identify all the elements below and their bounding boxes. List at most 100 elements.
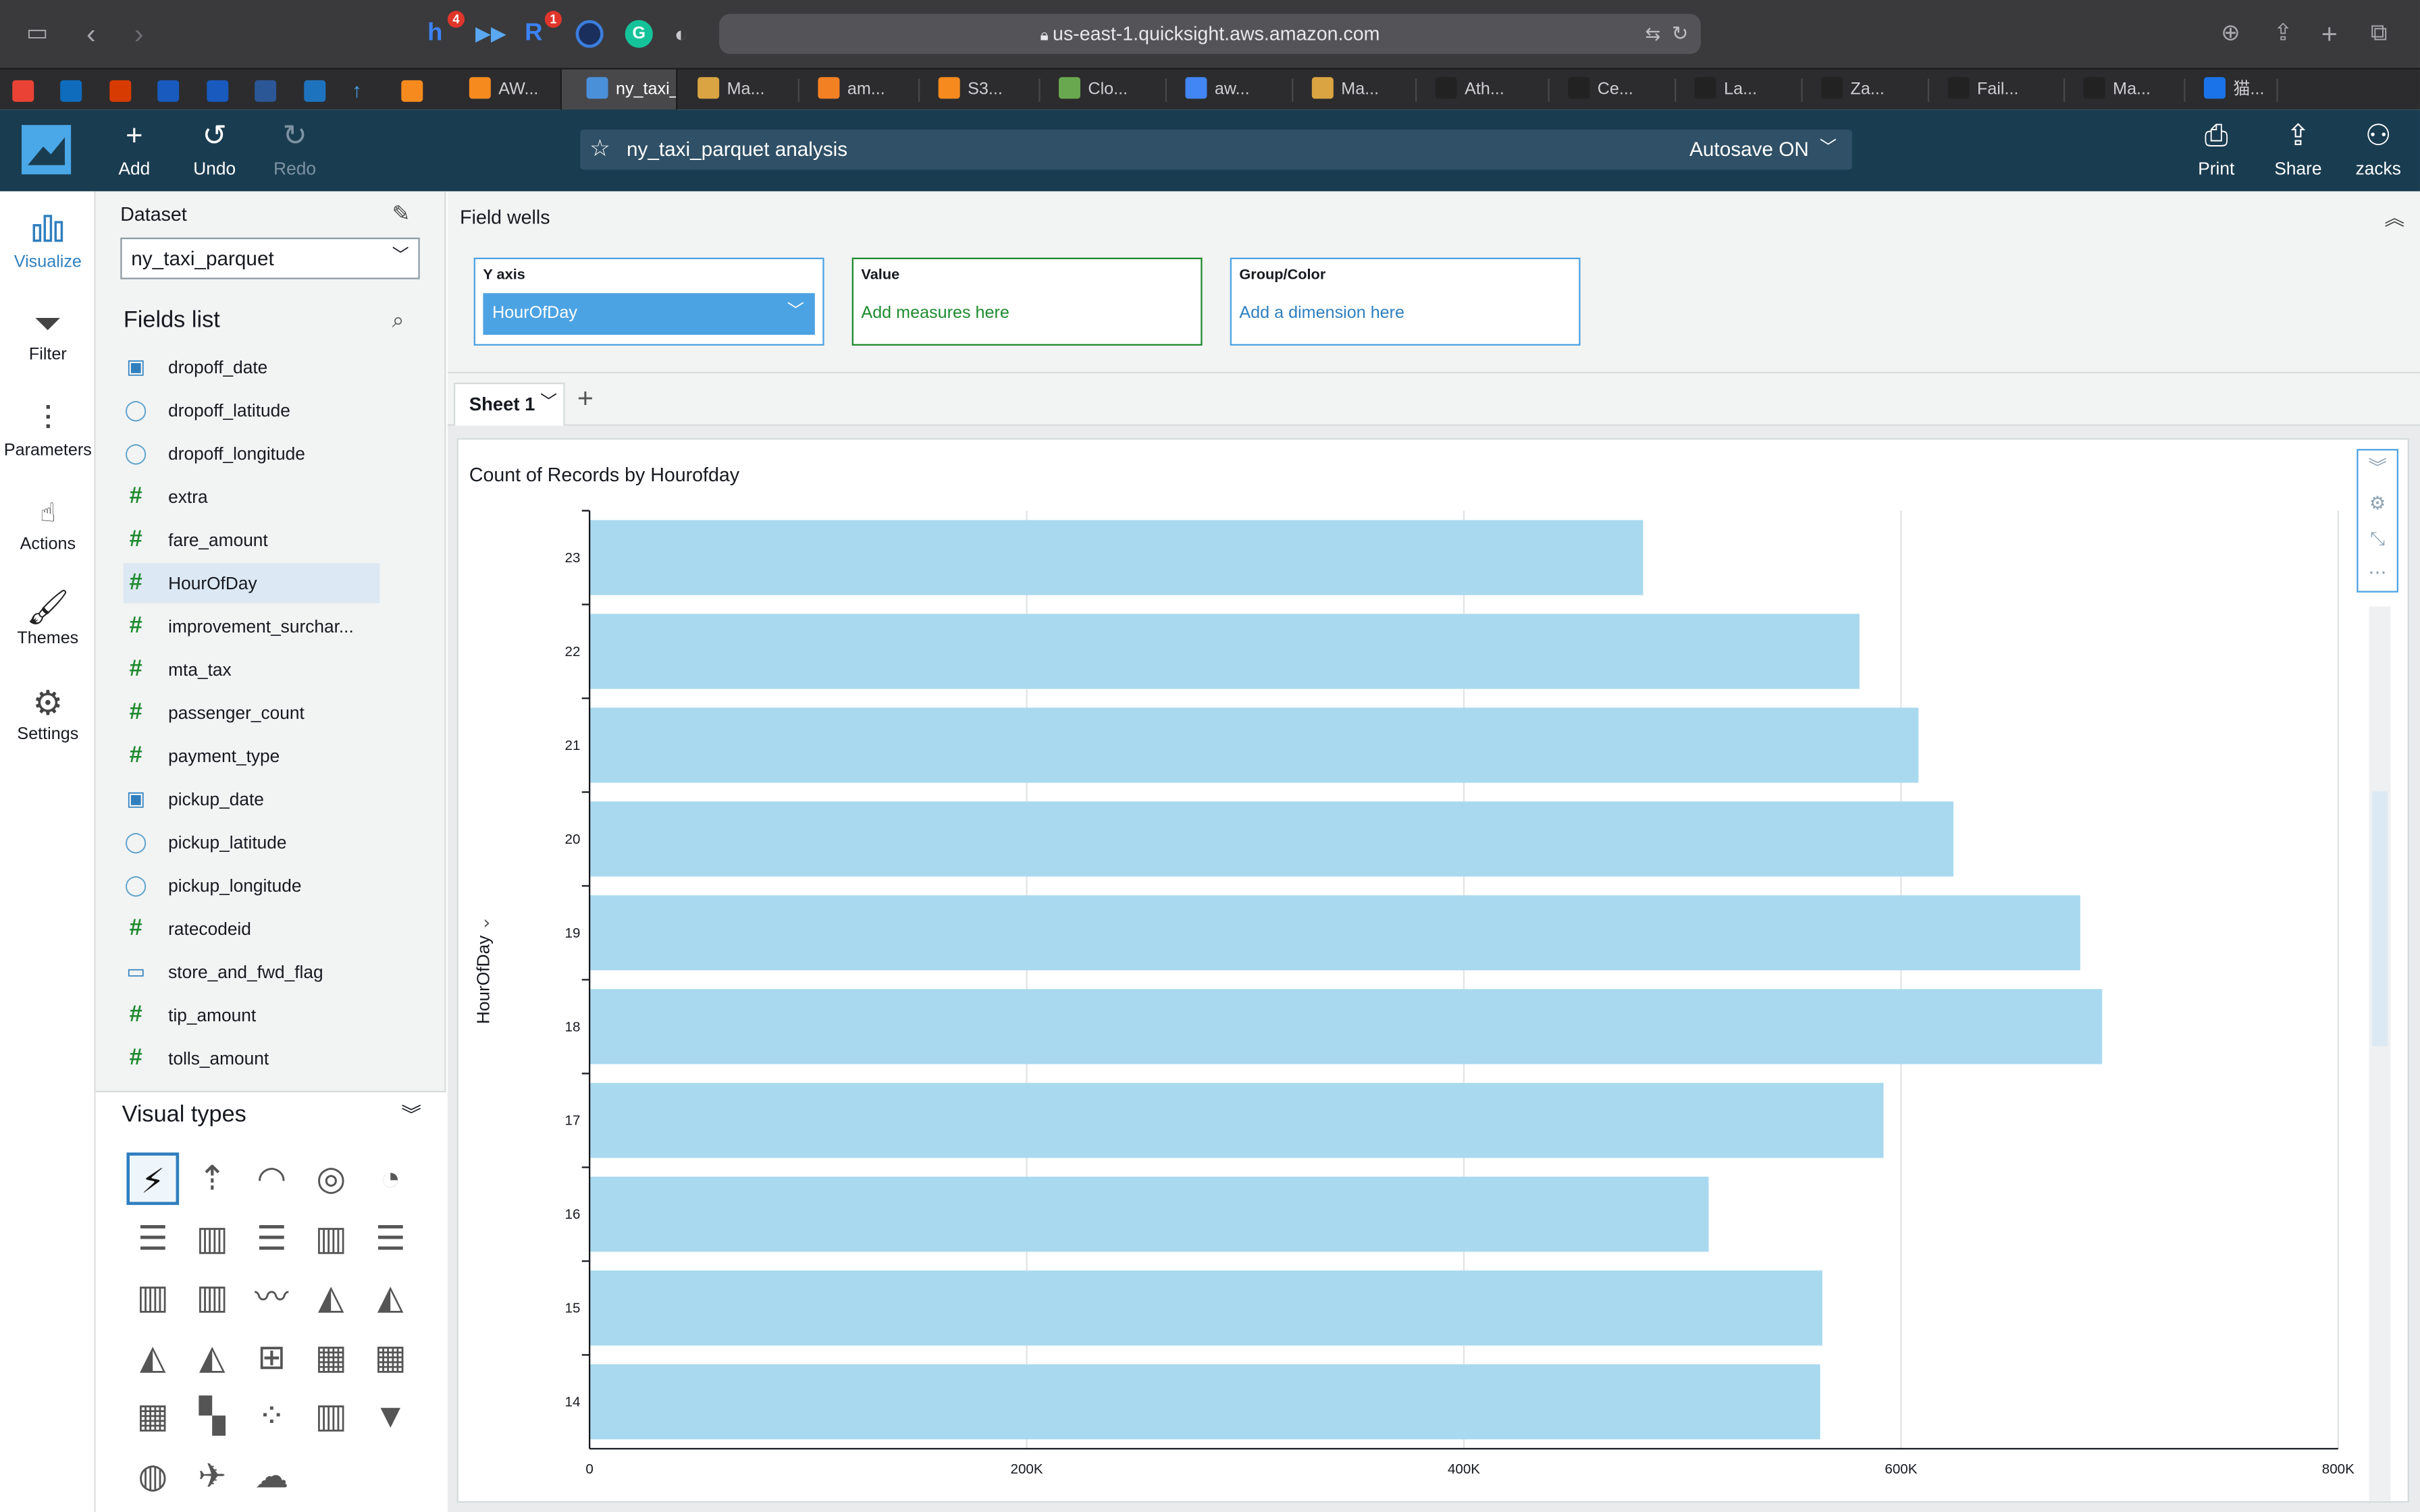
browser-tab[interactable]: AW...: [449, 70, 560, 111]
field-item[interactable]: # passenger_count: [124, 693, 379, 732]
globe-icon[interactable]: ◍: [138, 1455, 168, 1494]
field-item[interactable]: # tolls_amount: [124, 1038, 379, 1078]
field-item[interactable]: ◯ dropoff_latitude: [124, 390, 379, 430]
stacked-area-icon[interactable]: ◭: [139, 1336, 166, 1376]
translate-icon[interactable]: ⇆: [1645, 23, 1661, 45]
grammarly-extension-icon[interactable]: G: [625, 20, 653, 48]
browser-tab[interactable]: S3...: [918, 70, 1038, 111]
forward-icon[interactable]: ›: [134, 18, 144, 50]
field-item[interactable]: # fare_amount: [124, 520, 379, 560]
redo-button[interactable]: ↻ Redo: [269, 109, 321, 191]
group-color-well[interactable]: Group/Color Add a dimension here: [1230, 257, 1581, 346]
arrow-favicon[interactable]: ↑: [352, 78, 362, 102]
field-item[interactable]: # payment_type: [124, 736, 379, 776]
user-menu[interactable]: ⚇ zacks: [2352, 109, 2404, 191]
rail-parameters[interactable]: ⫶ Parameters: [0, 398, 96, 460]
pie-icon[interactable]: ◔: [380, 1158, 401, 1197]
browser-tab[interactable]: Za...: [1801, 70, 1927, 111]
bookmark-favicon[interactable]: [304, 80, 326, 102]
browser-tab[interactable]: Ce...: [1548, 70, 1675, 111]
box-plot-icon[interactable]: ⊞: [257, 1336, 286, 1376]
combo-icon[interactable]: ▥: [196, 1277, 229, 1316]
area-line-icon[interactable]: ◭: [199, 1336, 226, 1376]
vertical-bar-icon[interactable]: ▥: [196, 1218, 229, 1257]
histogram-icon[interactable]: ▥: [315, 1396, 348, 1435]
chevron-down-icon[interactable]: ﹀: [787, 302, 804, 321]
field-item[interactable]: ◯ pickup_longitude: [124, 865, 379, 905]
browser-tab[interactable]: Fail...: [1928, 70, 2063, 111]
table-icon[interactable]: ▦: [315, 1336, 348, 1376]
aws-favicon[interactable]: [401, 80, 423, 102]
y-axis-field-pill[interactable]: HourOfDay ﹀: [483, 293, 815, 335]
field-item[interactable]: ◯ pickup_latitude: [124, 822, 379, 862]
autosave-toggle[interactable]: Autosave ON: [1689, 137, 1809, 161]
vertical-stacked-bar-icon[interactable]: ▥: [315, 1218, 348, 1257]
field-item[interactable]: # tip_amount: [124, 995, 379, 1035]
browser-tab[interactable]: Ma...: [677, 70, 797, 111]
browser-tab[interactable]: am...: [798, 70, 918, 111]
y-axis-well[interactable]: Y axis HourOfDay ﹀: [473, 257, 824, 346]
map-icon[interactable]: ✈: [198, 1455, 227, 1494]
field-item[interactable]: # improvement_surchar...: [124, 606, 379, 646]
chevron-down-icon[interactable]: ﹀: [1819, 138, 1837, 158]
sidebar-toggle-icon[interactable]: ▭: [26, 20, 49, 47]
pivot-icon[interactable]: ▦: [374, 1336, 407, 1376]
browser-tab[interactable]: Ath...: [1415, 70, 1548, 111]
horizontal-stacked-bar-icon[interactable]: ☰: [256, 1218, 287, 1257]
visual-collapse-icon[interactable]: ︾: [2368, 456, 2387, 479]
share-page-icon[interactable]: ⇪: [2273, 20, 2293, 47]
visual-settings-icon[interactable]: ⚙: [2369, 492, 2386, 514]
share-button[interactable]: ⇪ Share: [2272, 109, 2325, 191]
back-icon[interactable]: ‹: [86, 18, 96, 50]
undo-button[interactable]: ↺ Undo: [188, 109, 241, 191]
kpi-icon[interactable]: ⇡: [198, 1158, 227, 1197]
analysis-name-bar[interactable]: ☆ ny_taxi_parquet analysis Autosave ON ﹀: [580, 129, 1852, 170]
rail-filter[interactable]: ⏷ Filter: [0, 302, 96, 364]
vertical-100-bar-icon[interactable]: ▥: [136, 1277, 169, 1316]
visual-card[interactable]: 0 200K 400K 600K 800K 23 22 21 20 19 18 17 16 15 14 Hou…: [456, 438, 2409, 1503]
downloads-icon[interactable]: ⊕: [2221, 20, 2240, 47]
outlook-favicon[interactable]: [60, 80, 82, 102]
reload-icon[interactable]: ↻: [1671, 21, 1689, 45]
collapse-wells-icon[interactable]: ︽: [2384, 207, 2405, 230]
rail-settings[interactable]: ⚙ Settings: [0, 682, 96, 744]
rail-actions[interactable]: ☝ Actions: [0, 492, 96, 554]
line-icon[interactable]: 〰: [255, 1277, 289, 1316]
privacy-shield-icon[interactable]: ◐: [674, 21, 688, 47]
value-well[interactable]: Value Add measures here: [851, 257, 1203, 346]
outlook-calendar-favicon[interactable]: [157, 80, 180, 102]
donut-icon[interactable]: ◎: [316, 1158, 346, 1197]
new-tab-icon[interactable]: +: [2321, 18, 2338, 50]
play-extension-icon[interactable]: ▶▶: [475, 21, 506, 45]
field-item[interactable]: ▣ pickup_date: [124, 779, 379, 819]
visual-expand-icon[interactable]: ⤡: [2370, 527, 2386, 549]
gmail-favicon[interactable]: [12, 80, 34, 102]
visual-menu-icon[interactable]: ⋯: [2368, 561, 2387, 583]
field-item[interactable]: # HourOfDay: [123, 563, 380, 603]
browser-tab[interactable]: ny_taxi_...: [560, 69, 678, 111]
print-button[interactable]: ⎙ Print: [2192, 109, 2241, 191]
app-favicon[interactable]: [255, 80, 277, 102]
edit-dataset-icon[interactable]: ✎: [392, 200, 411, 225]
address-bar[interactable]: 🔒︎ us-east-1.quicksight.aws.amazon.com ⇆…: [719, 14, 1701, 54]
dataset-select[interactable]: ny_taxi_parquet ﹀: [120, 237, 420, 279]
browser-tab[interactable]: aw...: [1165, 70, 1292, 111]
tab-overview-icon[interactable]: ⧉: [2370, 20, 2388, 47]
horizontal-100-bar-icon[interactable]: ☰: [375, 1218, 406, 1257]
chart-scrollbar[interactable]: [2369, 606, 2391, 1501]
star-icon[interactable]: ☆: [589, 136, 610, 162]
chart-title[interactable]: Count of Records by Hourofday: [469, 464, 740, 486]
field-item[interactable]: # ratecodeid: [124, 909, 379, 948]
field-item[interactable]: ▣ dropoff_date: [124, 347, 379, 387]
treemap-icon[interactable]: ▚: [199, 1396, 226, 1435]
add-sheet-icon[interactable]: +: [577, 382, 594, 414]
wordcloud-icon[interactable]: ☁: [255, 1455, 289, 1494]
field-item[interactable]: ◯ dropoff_longitude: [124, 433, 379, 473]
field-item[interactable]: # mta_tax: [124, 649, 379, 689]
onepassword-extension-icon[interactable]: [575, 20, 604, 48]
field-item[interactable]: ▭ store_and_fwd_flag: [124, 952, 379, 992]
browser-tab[interactable]: La...: [1675, 70, 1801, 111]
tab-sheet-1[interactable]: Sheet 1 ﹀: [453, 382, 565, 426]
